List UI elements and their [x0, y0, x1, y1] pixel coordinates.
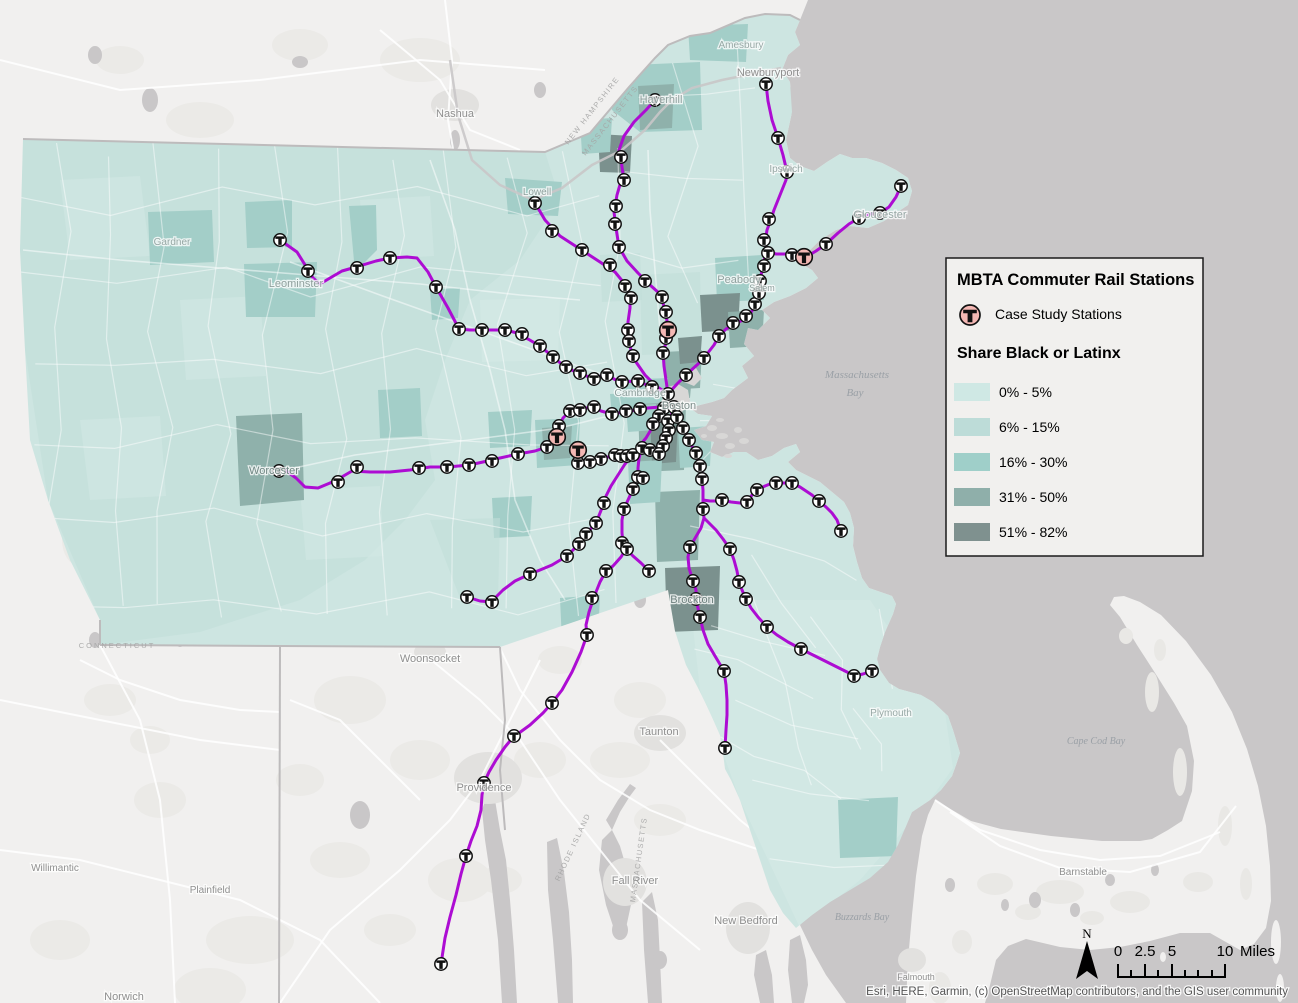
- svg-text:N: N: [1082, 926, 1092, 941]
- svg-text:New Bedford: New Bedford: [714, 915, 778, 927]
- svg-text:5: 5: [1168, 943, 1176, 960]
- svg-text:Gloucester: Gloucester: [853, 209, 907, 221]
- svg-text:Boston: Boston: [662, 400, 696, 412]
- svg-text:Providence: Providence: [456, 782, 511, 794]
- svg-text:Brockton: Brockton: [670, 594, 713, 606]
- svg-text:Fall River: Fall River: [612, 875, 659, 887]
- svg-text:Ipswich: Ipswich: [769, 164, 802, 175]
- svg-text:Salem: Salem: [749, 283, 775, 293]
- svg-text:Leominster: Leominster: [269, 278, 324, 290]
- svg-text:MBTA Commuter Rail Stations: MBTA Commuter Rail Stations: [957, 271, 1194, 289]
- svg-text:Peabody: Peabody: [717, 274, 761, 286]
- svg-text:Buzzards Bay: Buzzards Bay: [835, 912, 890, 923]
- svg-text:Willimantic: Willimantic: [31, 863, 79, 874]
- svg-text:Falmouth: Falmouth: [897, 972, 935, 982]
- svg-text:Ipswich: Ipswich: [769, 164, 802, 175]
- svg-text:Amesbury: Amesbury: [718, 40, 763, 51]
- svg-text:Case Study Stations: Case Study Stations: [995, 306, 1122, 322]
- svg-text:Bay: Bay: [846, 387, 863, 399]
- svg-text:Peabody: Peabody: [717, 274, 761, 286]
- svg-text:6% - 15%: 6% - 15%: [999, 419, 1060, 435]
- svg-text:Falmouth: Falmouth: [897, 972, 935, 982]
- svg-text:Woonsocket: Woonsocket: [400, 653, 460, 665]
- svg-text:Plymouth: Plymouth: [870, 708, 912, 719]
- svg-text:Worcester: Worcester: [249, 465, 299, 477]
- svg-text:31% - 50%: 31% - 50%: [999, 489, 1067, 505]
- svg-text:Lowell: Lowell: [523, 187, 551, 198]
- svg-text:Barnstable: Barnstable: [1059, 867, 1107, 878]
- svg-text:New Bedford: New Bedford: [714, 915, 778, 927]
- svg-text:Brockton: Brockton: [670, 594, 713, 606]
- svg-text:Willimantic: Willimantic: [31, 863, 79, 874]
- svg-text:16% - 30%: 16% - 30%: [999, 454, 1067, 470]
- svg-text:Plymouth: Plymouth: [870, 708, 912, 719]
- svg-text:Woonsocket: Woonsocket: [400, 653, 460, 665]
- svg-text:Miles: Miles: [1240, 943, 1275, 960]
- svg-text:Plainfield: Plainfield: [190, 885, 231, 896]
- svg-text:Gardner: Gardner: [154, 237, 191, 248]
- svg-text:Haverhill: Haverhill: [640, 94, 683, 106]
- svg-text:Esri, HERE, Garmin, (c) OpenSt: Esri, HERE, Garmin, (c) OpenStreetMap co…: [866, 986, 1288, 998]
- svg-text:Massachusetts: Massachusetts: [824, 369, 889, 381]
- svg-text:Fall River: Fall River: [612, 875, 659, 887]
- svg-text:Share Black or Latinx: Share Black or Latinx: [957, 345, 1121, 362]
- svg-text:Taunton: Taunton: [639, 726, 678, 738]
- svg-text:Haverhill: Haverhill: [640, 94, 683, 106]
- svg-text:Plainfield: Plainfield: [190, 885, 231, 896]
- svg-text:Cambridge: Cambridge: [614, 387, 666, 399]
- svg-text:Norwich: Norwich: [104, 991, 144, 1003]
- svg-text:Boston: Boston: [662, 400, 696, 412]
- svg-text:51% - 82%: 51% - 82%: [999, 524, 1067, 540]
- svg-text:Salem: Salem: [749, 283, 775, 293]
- svg-text:10: 10: [1217, 943, 1234, 960]
- svg-text:Lowell: Lowell: [523, 187, 551, 198]
- svg-text:Norwich: Norwich: [104, 991, 144, 1003]
- svg-text:Newburyport: Newburyport: [737, 67, 799, 79]
- svg-text:Worcester: Worcester: [249, 465, 299, 477]
- svg-text:Leominster: Leominster: [269, 278, 324, 290]
- svg-text:0% - 5%: 0% - 5%: [999, 384, 1052, 400]
- svg-text:Gloucester: Gloucester: [853, 209, 907, 221]
- svg-text:Cambridge: Cambridge: [614, 387, 666, 399]
- svg-text:Taunton: Taunton: [639, 726, 678, 738]
- svg-text:2.5: 2.5: [1135, 943, 1156, 960]
- svg-text:Barnstable: Barnstable: [1059, 867, 1107, 878]
- svg-text:Nashua: Nashua: [436, 108, 475, 120]
- svg-text:Esri, HERE, Garmin, (c) OpenSt: Esri, HERE, Garmin, (c) OpenStreetMap co…: [866, 986, 1288, 998]
- svg-text:Newburyport: Newburyport: [737, 67, 799, 79]
- svg-text:0: 0: [1114, 943, 1122, 960]
- svg-text:Gardner: Gardner: [154, 237, 191, 248]
- svg-text:Cape Cod Bay: Cape Cod Bay: [1067, 736, 1126, 747]
- svg-text:Amesbury: Amesbury: [718, 40, 763, 51]
- svg-text:CONNECTICUT: CONNECTICUT: [79, 641, 156, 650]
- svg-text:Nashua: Nashua: [436, 108, 475, 120]
- svg-text:Providence: Providence: [456, 782, 511, 794]
